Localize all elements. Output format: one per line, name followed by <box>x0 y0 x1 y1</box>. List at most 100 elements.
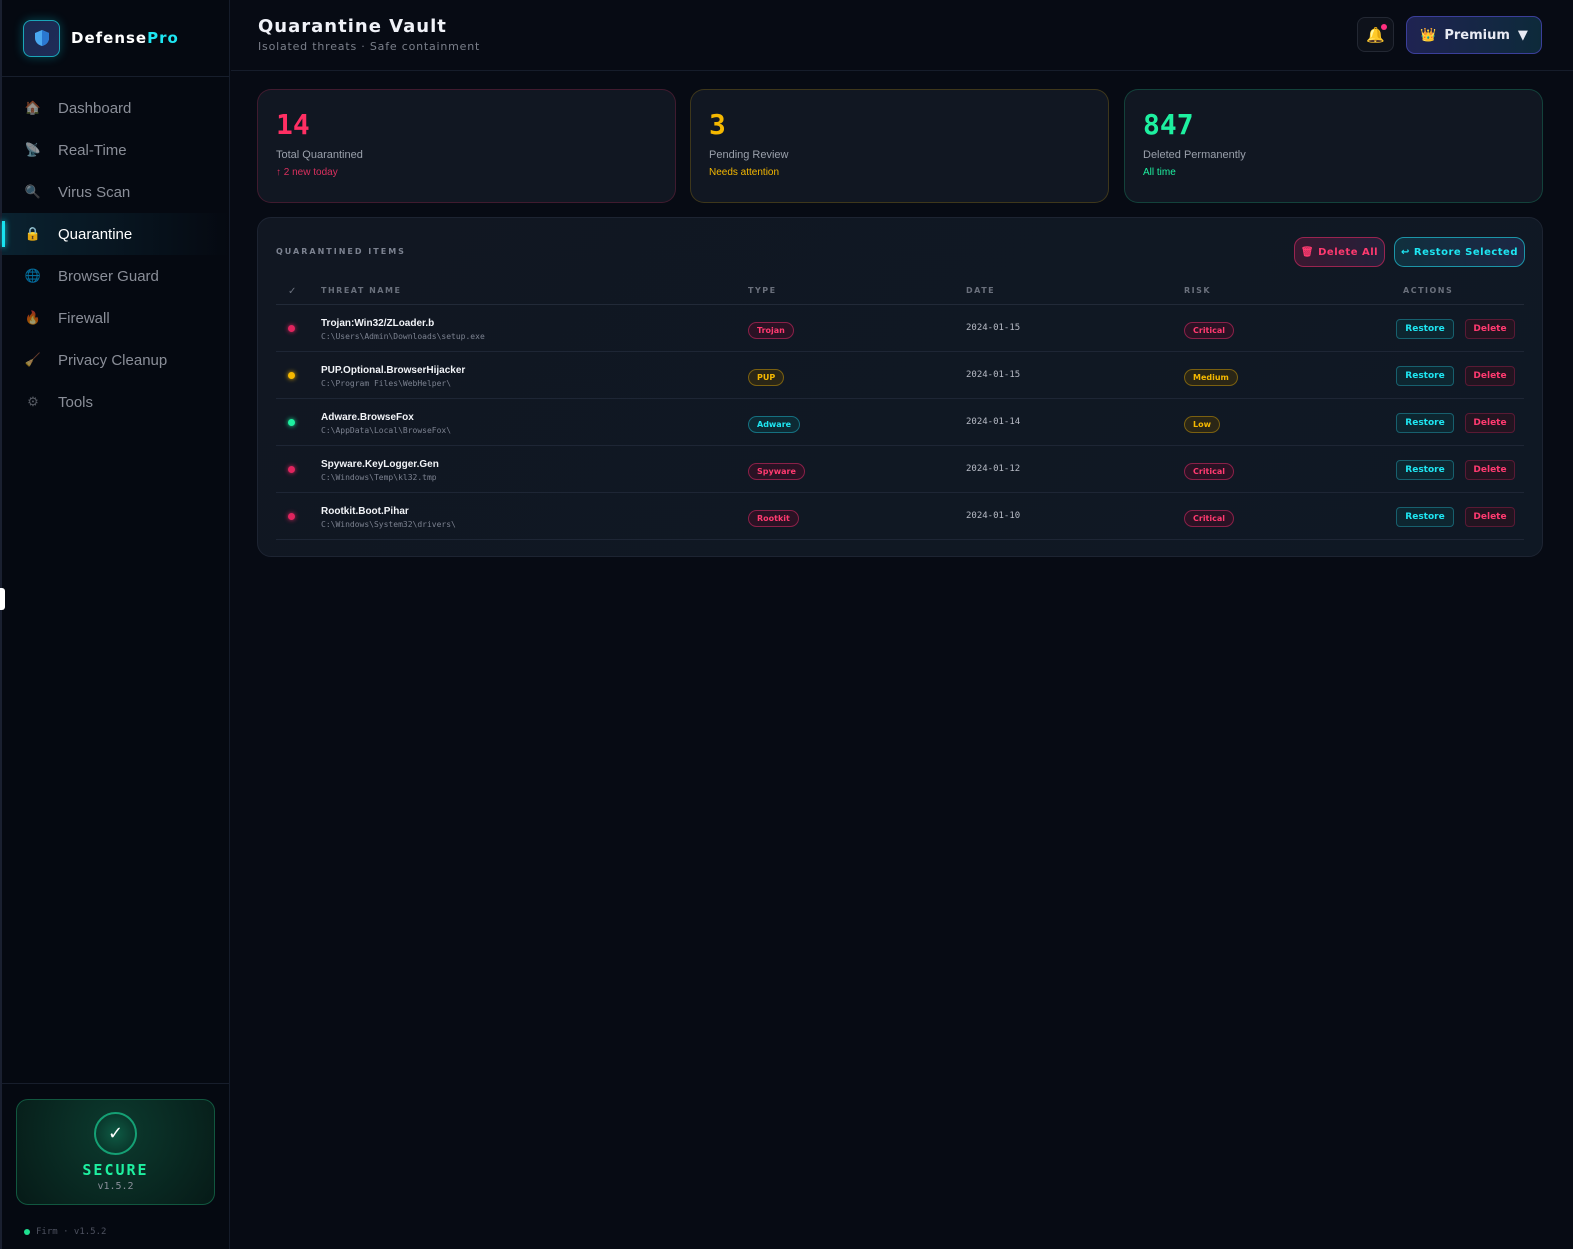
premium-label: Premium <box>1444 27 1510 43</box>
risk-badge: Critical <box>1184 510 1235 527</box>
risk-badge: Critical <box>1184 463 1235 480</box>
shield-icon <box>23 19 60 57</box>
quarantine-date: 2024-01-10 <box>966 511 1021 521</box>
sidebar-item-real-time[interactable]: 📡 Real-Time <box>2 129 229 171</box>
restore-selected-button[interactable]: ↩ Restore Selected <box>1394 237 1525 267</box>
sidebar-item-quarantine[interactable]: 🔒 Quarantine <box>2 213 229 255</box>
sidebar-footer: ✓ SECURE v1.5.2 <box>2 1083 229 1205</box>
restore-button[interactable]: Restore <box>1396 507 1454 527</box>
notification-badge <box>1381 24 1387 30</box>
stat-value: 847 <box>1143 108 1194 141</box>
col-actions: ACTIONS <box>1403 286 1454 295</box>
sidebar-item-label: Dashboard <box>58 99 132 117</box>
restore-icon: ↩ <box>1400 246 1410 258</box>
delete-button[interactable]: Delete <box>1465 507 1515 527</box>
caret-down-icon: ▼ <box>1517 27 1528 43</box>
type-badge: Rootkit <box>748 510 799 527</box>
quarantine-date: 2024-01-15 <box>966 323 1021 333</box>
status-version: v1.5.2 <box>97 1181 134 1192</box>
sidebar-item-virus-scan[interactable]: 🔍 Virus Scan <box>2 171 229 213</box>
stat-card: 14 Total Quarantined ↑ 2 new today <box>257 89 676 203</box>
risk-indicator-dot <box>288 325 295 332</box>
delete-button[interactable]: Delete <box>1465 413 1515 433</box>
sidebar-item-label: Privacy Cleanup <box>58 351 168 369</box>
sidebar-item-privacy-cleanup[interactable]: 🧹 Privacy Cleanup <box>2 339 229 381</box>
globe-icon: 🌐 <box>24 268 42 283</box>
stat-subtext: Needs attention <box>709 166 780 178</box>
table-row[interactable]: Spyware.KeyLogger.Gen C:\Windows\Temp\kl… <box>276 446 1524 493</box>
type-badge: Trojan <box>748 322 794 339</box>
col-risk: RISK <box>1184 286 1212 295</box>
risk-badge: Medium <box>1184 369 1238 386</box>
delete-button[interactable]: Delete <box>1465 460 1515 480</box>
col-date: DATE <box>966 286 996 295</box>
gear-icon: ⚙ <box>27 394 39 409</box>
quarantine-date: 2024-01-15 <box>966 370 1021 380</box>
col-threat-name: THREAT NAME <box>321 286 402 295</box>
delete-button[interactable]: Delete <box>1465 319 1515 339</box>
sidebar: DefensePro 🏠 Dashboard 📡 Real-Time 🔍 Virus Sc… <box>0 0 230 1249</box>
risk-indicator-dot <box>288 513 295 520</box>
delete-all-label: Delete All <box>1318 246 1379 258</box>
delete-button[interactable]: Delete <box>1465 366 1515 386</box>
security-status-card: ✓ SECURE v1.5.2 <box>16 1099 215 1205</box>
fire-icon: 🔥 <box>24 310 42 325</box>
type-badge: PUP <box>748 369 785 386</box>
quarantine-date: 2024-01-14 <box>966 417 1021 427</box>
table-header: ✓ THREAT NAME TYPE DATE RISK ACTIONS <box>276 280 1524 305</box>
restore-button[interactable]: Restore <box>1396 319 1454 339</box>
sidebar-item-label: Browser Guard <box>58 267 159 285</box>
restore-button[interactable]: Restore <box>1396 413 1454 433</box>
stat-label: Total Quarantined <box>276 148 363 161</box>
table-row[interactable]: Trojan:Win32/ZLoader.b C:\Users\Admin\Do… <box>276 305 1524 352</box>
sidebar-item-browser-guard[interactable]: 🌐 Browser Guard <box>2 255 229 297</box>
sidebar-item-tools[interactable]: ⚙ Tools <box>2 381 229 423</box>
sidebar-item-dashboard[interactable]: 🏠 Dashboard <box>2 87 229 129</box>
notifications-button[interactable]: 🔔 <box>1357 17 1394 52</box>
status-label: SECURE <box>82 1161 149 1179</box>
stat-subtext: ↑ 2 new today <box>276 166 338 178</box>
select-all-checkbox[interactable]: ✓ <box>288 286 298 297</box>
premium-dropdown[interactable]: 👑 Premium ▼ <box>1406 16 1542 54</box>
table-row[interactable]: Rootkit.Boot.Pihar C:\Windows\System32\d… <box>276 493 1524 540</box>
sidebar-item-label: Firewall <box>58 309 110 327</box>
restore-button[interactable]: Restore <box>1396 460 1454 480</box>
check-icon: ✓ <box>94 1112 137 1155</box>
firmware-label: Firm · v1.5.2 <box>36 1227 107 1237</box>
resize-handle[interactable] <box>0 588 5 610</box>
magnifier-icon: 🔍 <box>24 184 42 199</box>
quarantine-date: 2024-01-12 <box>966 464 1021 474</box>
house-icon: 🏠 <box>24 100 42 115</box>
type-badge: Adware <box>748 416 801 433</box>
sidebar-item-firewall[interactable]: 🔥 Firewall <box>2 297 229 339</box>
table-row[interactable]: PUP.Optional.BrowserHijacker C:\Program … <box>276 352 1524 399</box>
page-subtitle: Isolated threats · Safe containment <box>258 40 481 53</box>
threat-path: C:\Windows\Temp\kl32.tmp <box>321 473 437 482</box>
stat-card: 3 Pending Review Needs attention <box>690 89 1109 203</box>
stat-label: Pending Review <box>709 148 789 161</box>
logo[interactable]: DefensePro <box>2 0 229 77</box>
stat-value: 14 <box>276 108 310 141</box>
table-row[interactable]: Adware.BrowseFox C:\AppData\Local\Browse… <box>276 399 1524 446</box>
threat-name: Rootkit.Boot.Pihar <box>321 506 409 517</box>
risk-indicator-dot <box>288 466 295 473</box>
restore-button[interactable]: Restore <box>1396 366 1454 386</box>
threat-path: C:\AppData\Local\BrowseFox\ <box>321 426 452 435</box>
risk-indicator-dot <box>288 372 295 379</box>
threat-name: Trojan:Win32/ZLoader.b <box>321 318 435 329</box>
risk-badge: Critical <box>1184 322 1235 339</box>
risk-indicator-dot <box>288 419 295 426</box>
threat-path: C:\Windows\System32\drivers\ <box>321 520 456 529</box>
trash-icon: 🗑 <box>1300 246 1315 258</box>
threat-path: C:\Users\Admin\Downloads\setup.exe <box>321 332 485 341</box>
bell-icon: 🔔 <box>1366 25 1385 44</box>
header: Quarantine Vault Isolated threats · Safe… <box>231 0 1573 71</box>
delete-all-button[interactable]: 🗑 Delete All <box>1294 237 1385 267</box>
sidebar-item-label: Real-Time <box>58 141 127 159</box>
threat-name: PUP.Optional.BrowserHijacker <box>321 365 466 376</box>
restore-selected-label: Restore Selected <box>1413 246 1518 258</box>
app-name: DefensePro <box>71 29 179 47</box>
crown-icon: 👑 <box>1420 27 1437 43</box>
type-badge: Spyware <box>748 463 805 480</box>
status-dot <box>24 1229 30 1235</box>
